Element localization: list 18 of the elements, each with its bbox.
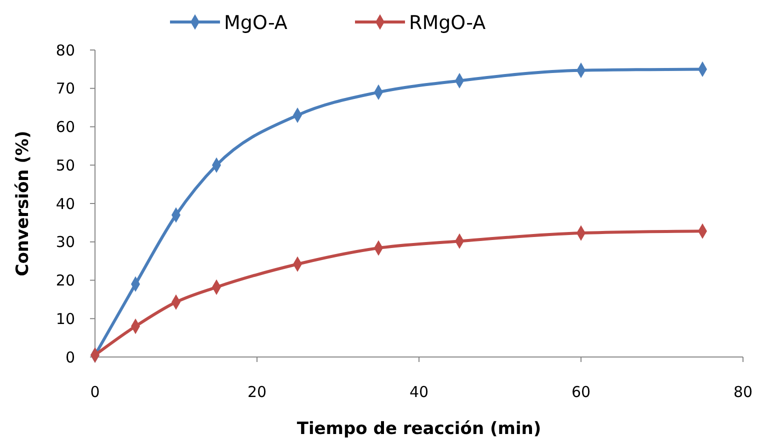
legend-label: RMgO-A: [409, 12, 486, 34]
x-axis-title: Tiempo de reacción (min): [296, 419, 542, 439]
y-tick-label: 0: [65, 348, 75, 366]
x-tick-label: 40: [409, 383, 429, 401]
y-tick-label: 40: [56, 194, 75, 213]
y-tick-label: 10: [56, 310, 75, 328]
y-tick-label: 80: [56, 41, 75, 60]
y-axis-title: Conversión (%): [13, 130, 33, 276]
y-tick-label: 60: [56, 118, 75, 136]
x-tick-label: 20: [247, 383, 267, 401]
y-tick-label: 50: [56, 156, 75, 174]
x-tick-label: 0: [90, 383, 100, 401]
legend-label: MgO-A: [224, 12, 288, 34]
y-tick-label: 30: [56, 233, 75, 252]
y-tick-label: 20: [56, 272, 75, 290]
x-tick-label: 80: [733, 383, 753, 401]
x-tick-label: 60: [571, 383, 591, 401]
y-tick-label: 70: [56, 80, 75, 98]
